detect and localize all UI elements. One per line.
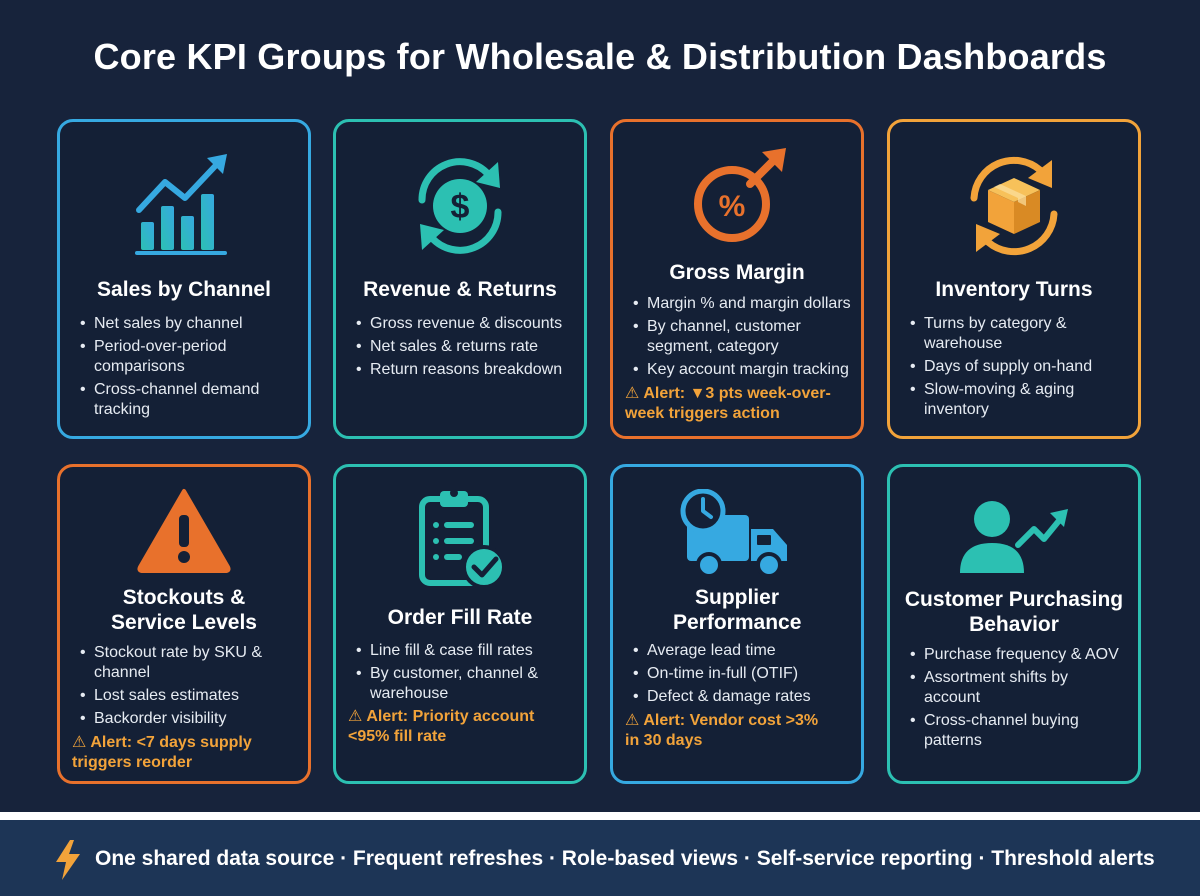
kpi-card-revenue-returns: $ Revenue & Returns Gross revenue & disc… <box>333 119 587 439</box>
kpi-card-customer-purchasing-behavior: Customer Purchasing Behavior Purchase fr… <box>887 464 1141 784</box>
list-item: Slow-moving & aging inventory <box>910 380 1128 420</box>
list-item: Cross-channel demand tracking <box>80 380 298 420</box>
list-item: Period-over-period comparisons <box>80 337 298 377</box>
list-item: On-time in-full (OTIF) <box>633 664 851 684</box>
list-item: Turns by category & warehouse <box>910 314 1128 354</box>
person-trend-icon <box>954 495 1074 584</box>
kpi-card-gross-margin: % Gross Margin Margin % and margin dolla… <box>610 119 864 439</box>
list-item: Stockout rate by SKU & channel <box>80 643 298 683</box>
list-item: Purchase frequency & AOV <box>910 645 1128 665</box>
footer-divider <box>0 812 1200 820</box>
card-title: Supplier Performance <box>673 586 802 634</box>
list-item: Cross-channel buying patterns <box>910 711 1128 751</box>
card-title: Stockouts & Service Levels <box>111 586 257 634</box>
alert-note: ⚠ Alert: Priority account <95% fill rate <box>348 708 535 745</box>
svg-text:%: % <box>719 190 746 223</box>
page-title: Core KPI Groups for Wholesale & Distribu… <box>93 36 1107 77</box>
warning-triangle-icon <box>134 485 234 580</box>
warning-icon: ⚠ <box>348 708 363 725</box>
clipboard-check-icon <box>410 485 510 598</box>
box-cycle-icon <box>956 148 1072 269</box>
list-item: By customer, channel & warehouse <box>356 664 574 704</box>
lightning-bolt-icon <box>54 840 82 885</box>
bar-chart-trend-icon <box>129 150 239 265</box>
list-item: Return reasons breakdown <box>356 360 574 380</box>
warning-icon: ⚠ <box>72 734 87 751</box>
list-item: Average lead time <box>633 641 851 661</box>
warning-icon: ⚠ <box>625 712 640 729</box>
list-item: Margin % and margin dollars <box>633 294 851 314</box>
percent-arrow-icon: % <box>682 140 792 255</box>
list-item: By channel, customer segment, category <box>633 317 851 357</box>
kpi-card-stockouts-service-levels: Stockouts & Service Levels Stockout rate… <box>57 464 311 784</box>
card-title: Revenue & Returns <box>363 278 557 301</box>
list-item: Assortment shifts by account <box>910 668 1128 708</box>
alert-note: ⚠ Alert: <7 days supply triggers reorder <box>72 734 252 771</box>
kpi-card-inventory-turns: Inventory Turns Turns by category & ware… <box>887 119 1141 439</box>
alert-note: ⚠ Alert: Vendor cost >3% in 30 days <box>625 712 819 749</box>
kpi-card-supplier-performance: Supplier Performance Average lead time O… <box>610 464 864 784</box>
list-item: Net sales & returns rate <box>356 337 574 357</box>
dollar-cycle-icon: $ <box>402 148 518 269</box>
svg-text:$: $ <box>451 188 470 226</box>
card-title: Inventory Turns <box>935 278 1093 301</box>
list-item: Defect & damage rates <box>633 687 851 707</box>
list-item: Backorder visibility <box>80 709 298 729</box>
card-title: Order Fill Rate <box>387 606 533 629</box>
footer-text: One shared data source · Frequent refres… <box>95 847 1155 870</box>
card-title: Sales by Channel <box>97 278 271 301</box>
kpi-card-sales-by-channel: Sales by Channel Net sales by channel Pe… <box>57 119 311 439</box>
list-item: Gross revenue & discounts <box>356 314 574 334</box>
card-title: Customer Purchasing Behavior <box>904 588 1124 636</box>
footer-bar: One shared data source · Frequent refres… <box>0 820 1200 896</box>
list-item: Days of supply on-hand <box>910 357 1128 377</box>
warning-icon: ⚠ <box>625 385 640 402</box>
alert-note: ⚠ Alert: ▼3 pts week-over-week triggers a… <box>625 385 831 422</box>
card-title: Gross Margin <box>669 261 805 284</box>
truck-clock-icon <box>677 488 797 590</box>
list-item: Lost sales estimates <box>80 686 298 706</box>
list-item: Net sales by channel <box>80 314 298 334</box>
list-item: Key account margin tracking <box>633 360 851 380</box>
kpi-card-order-fill-rate: Order Fill Rate Line fill & case fill ra… <box>333 464 587 784</box>
list-item: Line fill & case fill rates <box>356 641 574 661</box>
